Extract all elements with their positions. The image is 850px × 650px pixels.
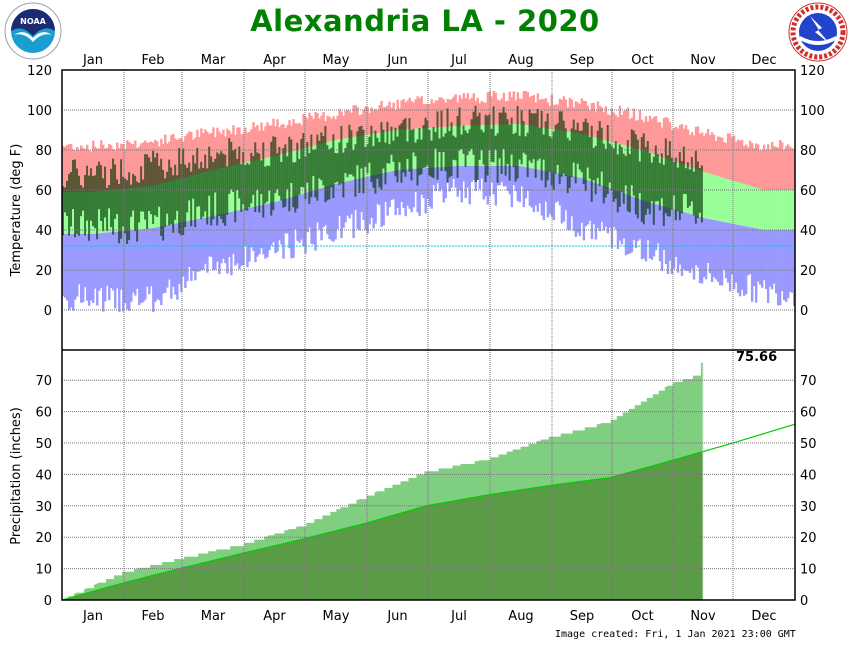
- temp-ytick-right: 60: [800, 184, 817, 199]
- precip-ytick-left: 50: [35, 437, 52, 452]
- month-label-top: Dec: [751, 53, 776, 68]
- month-label-bottom: Nov: [690, 609, 716, 624]
- temp-ytick-left: 40: [35, 224, 52, 239]
- month-label-bottom: Apr: [263, 609, 286, 624]
- month-label-bottom: Jun: [386, 609, 407, 624]
- precip-ytick-left: 20: [35, 531, 52, 546]
- month-label-bottom: Feb: [141, 609, 164, 624]
- precip-ytick-right: 0: [800, 594, 808, 609]
- precip-ytick-right: 10: [800, 563, 817, 578]
- temp-ytick-left: 60: [35, 184, 52, 199]
- chart-title: Alexandria LA - 2020: [250, 4, 600, 38]
- month-label-bottom: Jul: [450, 609, 467, 624]
- temperature-panel: [62, 90, 796, 312]
- month-label-top: Jan: [82, 53, 103, 68]
- precip-ytick-left: 70: [35, 374, 52, 389]
- month-label-bottom: Jan: [82, 609, 103, 624]
- precip-ytick-left: 0: [44, 594, 52, 609]
- temp-ytick-left: 80: [35, 144, 52, 159]
- month-label-top: Mar: [201, 53, 226, 68]
- temp-ytick-right: 0: [800, 304, 808, 319]
- temp-ytick-left: 0: [44, 304, 52, 319]
- precip-ytick-left: 10: [35, 563, 52, 578]
- month-label-top: Feb: [141, 53, 164, 68]
- temp-ytick-left: 100: [27, 104, 52, 119]
- precip-ytick-left: 60: [35, 406, 52, 421]
- temp-ytick-left: 120: [27, 64, 52, 79]
- month-label-top: Apr: [263, 53, 286, 68]
- precip-ytick-right: 70: [800, 374, 817, 389]
- month-label-top: Oct: [631, 53, 653, 68]
- precipitation-panel: [61, 362, 796, 601]
- precip-ytick-right: 30: [800, 500, 817, 515]
- precip-ytick-right: 40: [800, 468, 817, 483]
- month-label-top: Sep: [570, 53, 595, 68]
- precip-ytick-left: 40: [35, 468, 52, 483]
- month-label-bottom: Oct: [631, 609, 653, 624]
- month-label-bottom: Mar: [201, 609, 226, 624]
- month-label-bottom: Aug: [508, 609, 533, 624]
- temp-ytick-right: 40: [800, 224, 817, 239]
- temp-ytick-left: 20: [35, 264, 52, 279]
- temperature-y-label: Temperature (deg F): [9, 144, 24, 278]
- temp-ytick-right: 20: [800, 264, 817, 279]
- precip-ytick-right: 60: [800, 406, 817, 421]
- precip-ytick-right: 50: [800, 437, 817, 452]
- month-label-top: Aug: [508, 53, 533, 68]
- precip-ytick-left: 30: [35, 500, 52, 515]
- noaa-logo: NOAA: [4, 2, 62, 60]
- month-label-top: Nov: [690, 53, 716, 68]
- month-label-bottom: Dec: [751, 609, 776, 624]
- month-label-bottom: Sep: [570, 609, 595, 624]
- month-label-top: Jul: [450, 53, 467, 68]
- precip-total-label: 75.66: [736, 350, 777, 365]
- image-created-timestamp: Image created: Fri, 1 Jan 2021 23:00 GMT: [555, 629, 796, 640]
- temp-ytick-right: 120: [800, 64, 825, 79]
- precipitation-y-label: Precipitation (inches): [9, 407, 24, 545]
- svg-text:NOAA: NOAA: [20, 17, 46, 26]
- nws-logo: [788, 2, 848, 62]
- precip-ytick-right: 20: [800, 531, 817, 546]
- nws-logo-icon: [788, 2, 848, 62]
- noaa-logo-icon: NOAA: [4, 2, 62, 60]
- temp-ytick-right: 100: [800, 104, 825, 119]
- temp-ytick-right: 80: [800, 144, 817, 159]
- month-label-top: Jun: [386, 53, 407, 68]
- month-label-bottom: May: [323, 609, 350, 624]
- month-label-top: May: [323, 53, 350, 68]
